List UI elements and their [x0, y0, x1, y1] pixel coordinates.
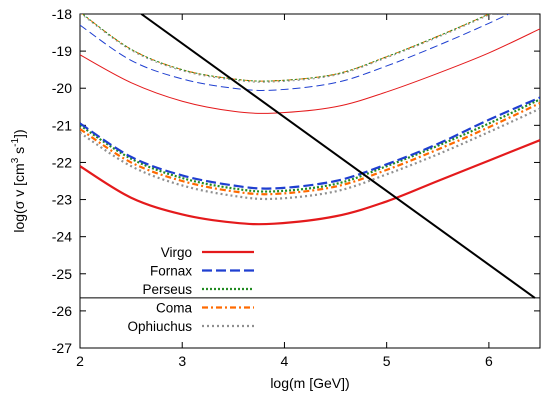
series-line-perseus-thin [81, 14, 491, 82]
x-tick-label: 5 [383, 353, 391, 369]
y-tick-label: -27 [52, 340, 72, 356]
y-tick-label: -23 [52, 192, 72, 208]
legend-label-virgo: Virgo [161, 245, 192, 260]
series-line-fornax-thin [80, 14, 511, 91]
series-line-fornax-thick [80, 96, 540, 190]
legend-label-coma: Coma [156, 301, 193, 316]
legend-label-ophiuchus: Ophiuchus [127, 319, 192, 334]
series-line-perseus-thick [80, 98, 540, 193]
y-axis-title-exp1: 3 [10, 157, 21, 163]
x-axis-title: log(m [GeV]) [270, 375, 349, 391]
y-axis-title-base: log(σ v [cm [11, 163, 27, 232]
y-axis-title: log(σ v [cm3 s-1]) [10, 129, 27, 232]
series-line-ophiuchus-thin [80, 14, 493, 83]
y-tick-label: -25 [52, 266, 72, 282]
series-line-coma-thin [81, 14, 491, 82]
series-line-coma-thick [80, 102, 540, 196]
x-tick-label: 6 [485, 353, 493, 369]
legend-label-perseus: Perseus [142, 282, 192, 297]
series-line-virgo-thin [80, 28, 540, 114]
y-axis-title-end: ]) [11, 129, 27, 138]
plot-frame [79, 13, 541, 349]
series-line-virgo-thick [80, 139, 540, 226]
legend-label-fornax: Fornax [150, 264, 192, 279]
y-tick-label: -21 [52, 117, 72, 133]
y-axis-title-mid: s [11, 147, 27, 158]
x-tick-label: 3 [178, 353, 186, 369]
x-tick-label: 4 [281, 353, 289, 369]
y-tick-label: -18 [52, 6, 72, 22]
y-axis-title-exp2: -1 [10, 138, 21, 147]
y-tick-label: -19 [52, 43, 72, 59]
y-tick-label: -24 [52, 229, 72, 245]
y-tick-label: -26 [52, 303, 72, 319]
x-tick-label: 2 [76, 353, 84, 369]
diagonal-line [140, 14, 536, 299]
y-tick-label: -20 [52, 80, 72, 96]
y-tick-label: -22 [52, 154, 72, 170]
